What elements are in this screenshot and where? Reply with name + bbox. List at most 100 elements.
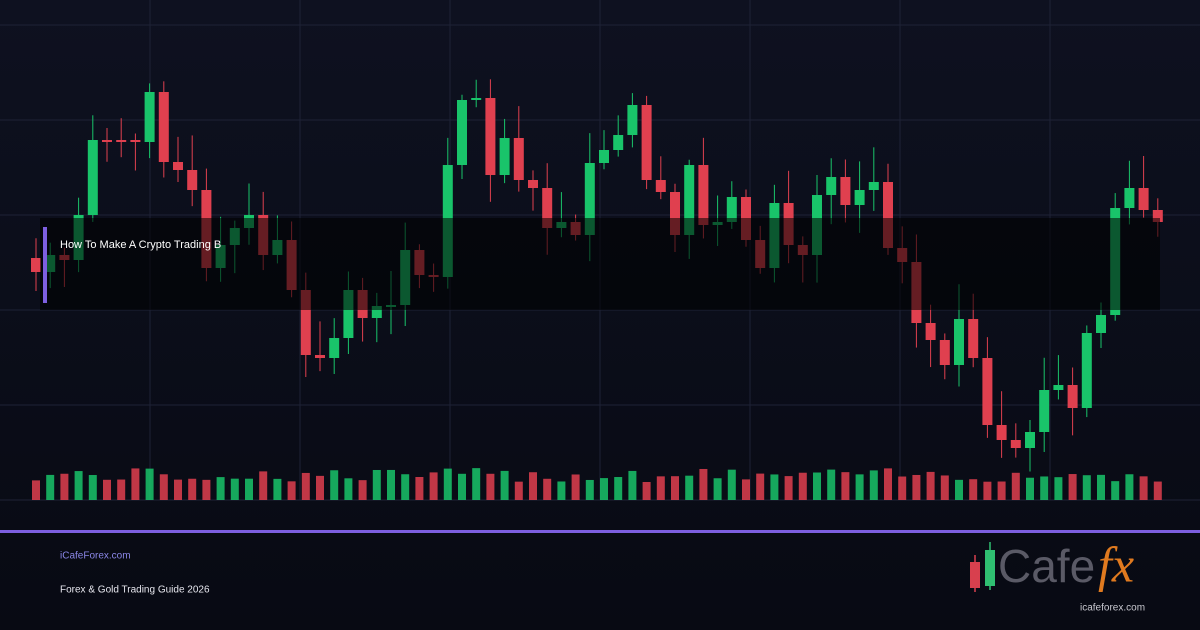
volume-bar (60, 473, 69, 500)
volume-bar (245, 478, 253, 500)
volume-bar (103, 479, 111, 500)
site: iCafeForex.com (60, 551, 131, 562)
volume-bar (316, 475, 324, 500)
candle (982, 358, 993, 425)
volume-bar (216, 477, 225, 500)
candle (1053, 385, 1064, 390)
volume-bar (529, 472, 537, 500)
candle (329, 338, 340, 358)
candle (641, 105, 652, 180)
volume-bar (770, 474, 779, 500)
volume-bar (131, 468, 140, 500)
volume-bar (500, 470, 509, 500)
volume-bar (514, 481, 523, 500)
volume-bar (813, 472, 821, 500)
title: How To Make A Crypto Trading B (60, 239, 221, 251)
volume-bar (955, 479, 963, 500)
volume-bar (827, 469, 836, 500)
volume-bar (429, 472, 438, 500)
candle (87, 140, 98, 215)
candle (996, 425, 1007, 440)
candle (158, 92, 169, 162)
candle (939, 340, 950, 365)
candle (457, 100, 467, 165)
volume-bar (926, 471, 935, 500)
candle (655, 180, 666, 192)
volume-bar (557, 481, 566, 500)
volume-bar (287, 481, 296, 500)
volume-bar (983, 481, 992, 500)
candle (31, 258, 41, 272)
candle (627, 105, 638, 135)
volume-bar (159, 474, 168, 500)
volume-bar (74, 471, 83, 500)
candle (173, 162, 183, 170)
candle (868, 182, 879, 190)
candle (1025, 432, 1035, 448)
volume-bar (869, 470, 878, 500)
volume-bar (301, 472, 310, 500)
volume-bar (88, 475, 97, 500)
candle (925, 323, 936, 340)
candle (854, 190, 865, 205)
volume-bar (1054, 477, 1063, 500)
candle (542, 188, 553, 228)
volume-bar (387, 469, 395, 500)
volume-bar (230, 478, 239, 500)
logo-candle (985, 550, 995, 586)
volume-bar (372, 469, 381, 500)
candle (954, 319, 964, 365)
volume-bar (614, 477, 623, 500)
volume-bar (855, 474, 864, 500)
volume-bar (273, 478, 282, 500)
volume-bar (472, 468, 481, 500)
candle (187, 170, 198, 190)
candle (485, 98, 496, 175)
volume-bar (685, 475, 694, 500)
candle (102, 140, 112, 142)
volume-bar (571, 474, 580, 500)
volume-bar (32, 480, 40, 500)
candle (300, 290, 311, 355)
volume-bar (188, 478, 197, 500)
divider (0, 530, 1200, 533)
volume-bar (585, 479, 594, 500)
volume-bar (656, 476, 665, 500)
candle (1096, 315, 1106, 333)
candle (528, 180, 538, 188)
candle (726, 197, 737, 222)
volume-bar (1068, 474, 1077, 500)
volume-bar (1097, 474, 1105, 500)
candle (883, 182, 893, 248)
volume-bar (912, 474, 921, 500)
volume-bar (940, 475, 949, 500)
volume-bar (174, 479, 182, 500)
volume-bar (1040, 476, 1049, 500)
candle (1138, 188, 1149, 210)
volume-bar (259, 471, 268, 500)
volume-bar (699, 468, 708, 500)
volume-bar (443, 468, 452, 500)
title-accent (43, 227, 47, 303)
volume-bar (713, 478, 722, 500)
logo-main: Cafe (998, 540, 1095, 592)
candle (116, 140, 127, 142)
logo-candle (970, 562, 980, 588)
candle (1081, 333, 1092, 408)
logo-url: icafeforex.com (1080, 603, 1145, 614)
candle (130, 140, 141, 142)
volume-bar (46, 474, 55, 500)
candle (471, 98, 482, 100)
volume-bar (600, 478, 608, 500)
volume-bar (1026, 477, 1034, 500)
volume-bar (997, 481, 1006, 500)
candle (684, 165, 695, 235)
candle (968, 319, 979, 358)
candle (513, 138, 524, 180)
candle (1124, 188, 1135, 208)
candle (499, 138, 510, 175)
volume-bar (202, 479, 211, 500)
volume-bar (1125, 474, 1134, 500)
volume-bar (458, 473, 466, 500)
